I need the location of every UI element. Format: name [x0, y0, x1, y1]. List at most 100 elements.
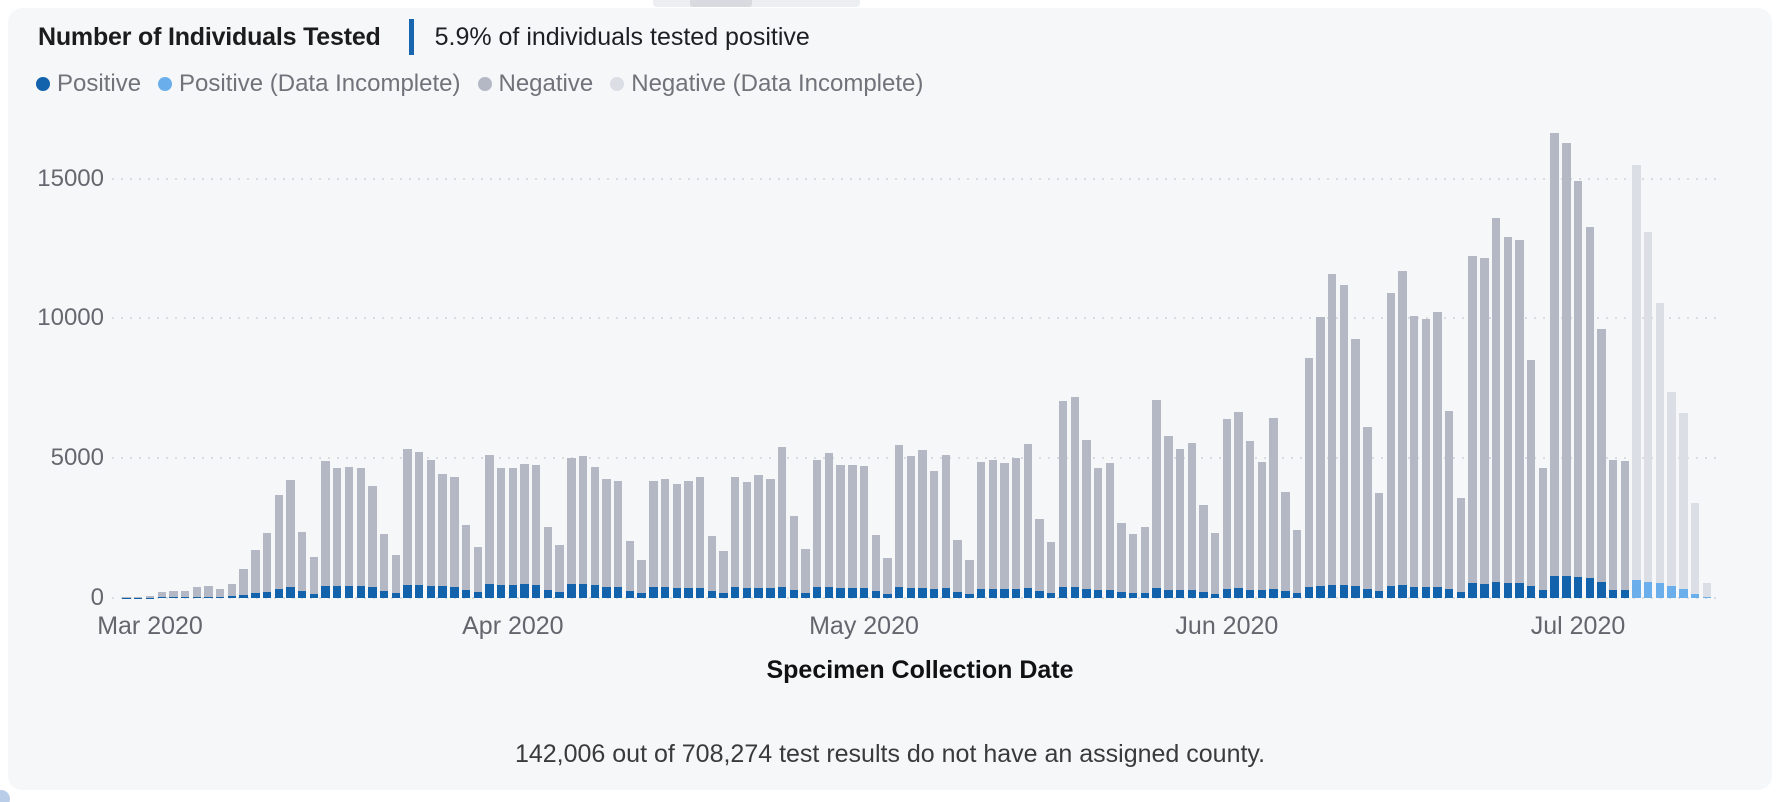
bar-negative-may-31[interactable]	[1210, 533, 1220, 594]
bar-negative-mar-9[interactable]	[239, 569, 248, 595]
bar-positive-jul-12[interactable]	[1702, 596, 1711, 598]
bar-negative-jun-23[interactable]	[1480, 258, 1489, 584]
bar-negative-apr-22[interactable]	[754, 475, 763, 589]
bar-negative-may-17[interactable]	[1047, 542, 1056, 594]
bar-positive-jul-7[interactable]	[1644, 581, 1653, 598]
bar-positive-mar-25[interactable]	[426, 585, 436, 598]
bar-positive-jun-14[interactable]	[1374, 591, 1384, 598]
bar-negative-mar-3[interactable]	[169, 590, 178, 598]
bar-negative-jun-20[interactable]	[1445, 411, 1454, 590]
bar-negative-may-24[interactable]	[1129, 533, 1138, 594]
bar-positive-mar-6[interactable]	[204, 596, 213, 598]
bar-positive-apr-17[interactable]	[695, 587, 705, 598]
bar-negative-mar-5[interactable]	[192, 587, 202, 597]
bar-negative-may-23[interactable]	[1117, 523, 1126, 593]
bar-negative-mar-14[interactable]	[297, 532, 307, 592]
bar-negative-may-12[interactable]	[988, 460, 997, 589]
bar-negative-jun-11[interactable]	[1339, 284, 1349, 586]
bar-positive-jun-10[interactable]	[1328, 584, 1337, 598]
bar-positive-mar-19[interactable]	[356, 586, 365, 598]
bar-negative-jul-5[interactable]	[1620, 461, 1630, 590]
bar-positive-mar-23[interactable]	[403, 584, 412, 598]
bar-negative-may-18[interactable]	[1058, 401, 1068, 588]
bar-negative-jun-3[interactable]	[1246, 440, 1255, 590]
bar-negative-may-7[interactable]	[930, 470, 939, 590]
bar-negative-mar-22[interactable]	[391, 554, 400, 593]
bar-positive-mar-5[interactable]	[192, 596, 202, 598]
bar-negative-mar-20[interactable]	[368, 486, 377, 587]
bar-positive-apr-18[interactable]	[707, 591, 717, 598]
bar-positive-jul-4[interactable]	[1608, 589, 1618, 598]
bar-negative-jun-12[interactable]	[1351, 338, 1360, 587]
bar-negative-jun-21[interactable]	[1456, 497, 1466, 592]
bar-positive-may-14[interactable]	[1011, 588, 1021, 598]
bar-positive-jun-25[interactable]	[1503, 582, 1512, 598]
bar-negative-jun-7[interactable]	[1292, 529, 1302, 594]
bar-negative-jun-13[interactable]	[1363, 426, 1372, 589]
bar-negative-jun-27[interactable]	[1527, 360, 1536, 587]
bar-positive-mar-11[interactable]	[262, 591, 272, 598]
bar-positive-may-2[interactable]	[871, 591, 880, 598]
bar-negative-jun-26[interactable]	[1515, 240, 1524, 584]
bar-negative-mar-7[interactable]	[216, 588, 225, 597]
bar-positive-apr-13[interactable]	[649, 586, 658, 598]
bar-negative-may-15[interactable]	[1023, 443, 1033, 589]
bar-positive-jun-3[interactable]	[1246, 589, 1255, 598]
bar-positive-apr-23[interactable]	[766, 588, 775, 598]
bar-positive-apr-22[interactable]	[754, 588, 763, 598]
bar-positive-jun-15[interactable]	[1386, 585, 1395, 598]
bar-positive-may-29[interactable]	[1187, 589, 1196, 598]
bar-positive-may-16[interactable]	[1035, 591, 1044, 598]
bar-positive-jul-8[interactable]	[1655, 583, 1665, 598]
bar-positive-mar-27[interactable]	[450, 586, 459, 598]
bar-negative-mar-4[interactable]	[180, 591, 190, 598]
bar-negative-apr-26[interactable]	[801, 549, 810, 593]
bar-negative-may-14[interactable]	[1011, 457, 1021, 589]
bar-negative-jul-9[interactable]	[1667, 391, 1676, 586]
bar-positive-mar-20[interactable]	[368, 586, 377, 598]
bar-positive-may-13[interactable]	[1000, 589, 1009, 598]
bar-positive-may-5[interactable]	[906, 588, 916, 598]
bar-positive-mar-24[interactable]	[415, 585, 424, 598]
bar-negative-apr-17[interactable]	[695, 476, 705, 588]
bar-negative-mar-31[interactable]	[496, 467, 506, 586]
bar-negative-mar-25[interactable]	[426, 459, 436, 586]
bar-negative-apr-12[interactable]	[637, 559, 646, 594]
bar-negative-may-13[interactable]	[1000, 462, 1009, 590]
bar-positive-jun-11[interactable]	[1339, 585, 1349, 598]
bar-negative-apr-30[interactable]	[848, 464, 857, 589]
bar-negative-mar-29[interactable]	[473, 546, 482, 593]
bar-positive-jun-17[interactable]	[1409, 586, 1419, 598]
bar-positive-mar-13[interactable]	[286, 587, 295, 598]
bar-positive-apr-4[interactable]	[543, 589, 553, 598]
bar-positive-jun-12[interactable]	[1351, 586, 1360, 598]
bar-positive-apr-11[interactable]	[625, 591, 635, 598]
bar-negative-apr-2[interactable]	[520, 463, 529, 585]
bar-positive-mar-8[interactable]	[227, 596, 237, 598]
bar-negative-apr-13[interactable]	[649, 480, 658, 587]
bar-negative-may-21[interactable]	[1093, 467, 1103, 590]
bar-positive-apr-12[interactable]	[637, 593, 646, 598]
bar-negative-apr-6[interactable]	[567, 457, 576, 585]
bar-positive-mar-9[interactable]	[239, 594, 248, 598]
bar-negative-apr-14[interactable]	[660, 479, 670, 588]
legend-item-positive-incomplete[interactable]: Positive (Data Incomplete)	[158, 70, 461, 98]
bar-negative-apr-11[interactable]	[625, 540, 635, 591]
bar-negative-jul-11[interactable]	[1690, 502, 1700, 594]
bar-positive-may-19[interactable]	[1070, 587, 1079, 598]
bar-positive-jul-11[interactable]	[1690, 593, 1700, 598]
bar-negative-jun-1[interactable]	[1222, 418, 1232, 589]
bar-negative-jul-6[interactable]	[1632, 164, 1641, 581]
bar-positive-jun-7[interactable]	[1292, 593, 1302, 598]
bar-positive-may-4[interactable]	[894, 587, 904, 598]
bar-negative-feb-28[interactable]	[122, 597, 131, 598]
bar-negative-mar-1[interactable]	[145, 596, 155, 598]
bar-positive-may-30[interactable]	[1199, 591, 1208, 598]
bar-negative-jun-8[interactable]	[1304, 358, 1313, 587]
legend-item-negative[interactable]: Negative	[477, 70, 593, 98]
bar-negative-jul-4[interactable]	[1608, 460, 1618, 590]
bar-negative-mar-23[interactable]	[403, 448, 412, 585]
bar-negative-jun-10[interactable]	[1328, 273, 1337, 585]
bar-positive-jun-30[interactable]	[1562, 576, 1571, 598]
bar-negative-mar-16[interactable]	[321, 461, 330, 586]
